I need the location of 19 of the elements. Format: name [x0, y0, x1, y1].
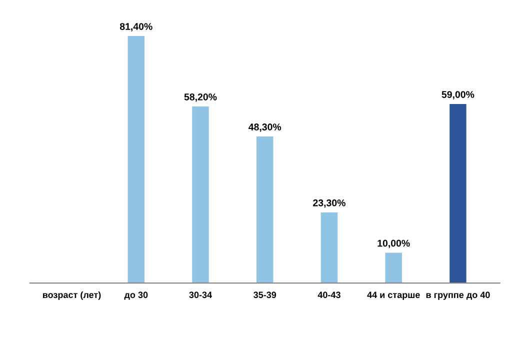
x-tick-label: 30-34: [189, 292, 212, 298]
bar: [128, 36, 144, 284]
x-tick-label: в группе до 40: [426, 292, 490, 300]
data-label: 59,00%: [442, 91, 474, 100]
x-tick-label: 40-43: [318, 292, 340, 298]
bar: [256, 136, 274, 284]
data-label: 23,30%: [313, 199, 346, 208]
x-tick-label: возраст (лет): [43, 291, 101, 300]
data-label: 58,20%: [184, 94, 217, 102]
bar: [192, 106, 209, 284]
bar: [320, 212, 338, 284]
x-tick-label: до 30: [124, 292, 148, 300]
data-label: 10,00%: [378, 240, 410, 248]
bar: [385, 252, 402, 284]
data-label: 81,40%: [120, 23, 152, 32]
x-tick-label: 44 и старше: [367, 292, 420, 300]
x-tick-label: 35-39: [254, 292, 276, 298]
data-label: 48,30%: [248, 124, 282, 132]
bar: [450, 104, 466, 284]
